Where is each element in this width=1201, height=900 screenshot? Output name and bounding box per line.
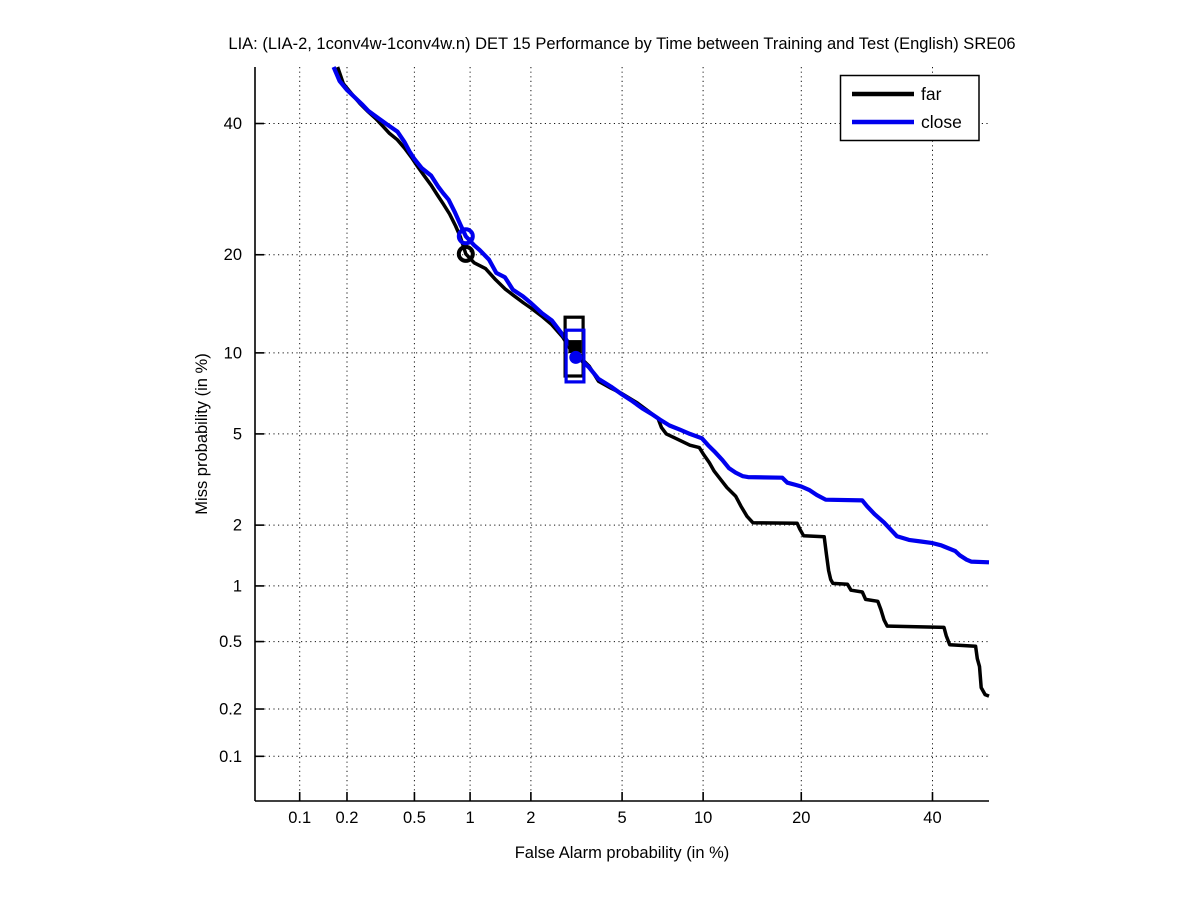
x-tick-label: 1	[465, 809, 474, 827]
legend-label-far: far	[921, 84, 942, 104]
y-tick-label: 0.1	[219, 748, 242, 766]
y-tick-label: 0.5	[219, 633, 242, 651]
marker-filled-square-far	[568, 340, 582, 354]
y-tick-label: 10	[224, 344, 242, 362]
y-tick-label: 2	[233, 517, 242, 535]
y-tick-label: 40	[224, 115, 242, 133]
legend-box	[839, 74, 980, 142]
x-tick-label: 0.1	[288, 809, 311, 827]
x-tick-label: 20	[792, 809, 810, 827]
marker-circle-far	[456, 244, 475, 263]
markers-layer	[456, 227, 586, 384]
marker-circle-close	[456, 227, 475, 246]
legend-label-close: close	[921, 112, 962, 132]
x-tick-label: 5	[617, 809, 626, 827]
axes-layer: 0.1 0.2 0.5 1 2 5 10 20 40 0.1 0.2 0.5 1 2 5 10 20 40	[219, 67, 989, 827]
y-tick-label: 20	[224, 246, 242, 264]
x-tick-label: 0.2	[336, 809, 359, 827]
marker-open-rect-close	[564, 328, 586, 384]
y-tick-label: 0.2	[219, 701, 242, 719]
x-axis-label: False Alarm probability (in %)	[515, 844, 730, 862]
x-tick-label: 0.5	[403, 809, 426, 827]
marker-filled-dot-close	[569, 350, 583, 364]
y-axis-label: Miss probability (in %)	[193, 353, 211, 514]
curve-far	[335, 66, 990, 698]
x-tick-label: 40	[923, 809, 941, 827]
y-tick-label: 1	[233, 577, 242, 595]
x-tick-label: 10	[694, 809, 712, 827]
curves-layer	[331, 66, 990, 698]
x-tick-label: 2	[526, 809, 535, 827]
legend: far close	[839, 74, 980, 142]
y-tick-label: 5	[233, 425, 242, 443]
curve-close	[331, 66, 990, 565]
chart-title: LIA: (LIA-2, 1conv4w-1conv4w.n) DET 15 P…	[228, 35, 1015, 53]
